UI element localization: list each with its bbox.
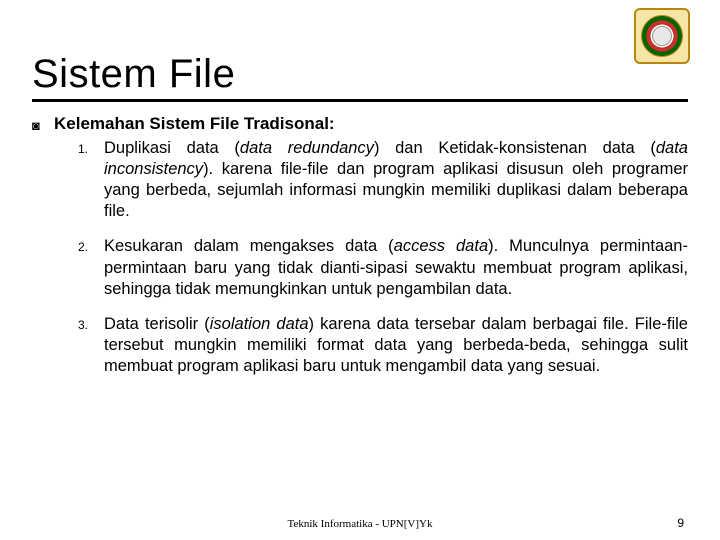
numbered-list: 1. Duplikasi data (data redundancy) dan … <box>32 138 688 377</box>
list-item: 3. Data terisolir (isolation data) karen… <box>78 314 688 377</box>
item-number: 2. <box>78 236 104 299</box>
bullet-icon: ◙ <box>32 118 46 133</box>
item-number: 1. <box>78 138 104 222</box>
item-body: Kesukaran dalam mengakses data (access d… <box>104 236 688 299</box>
section-subtitle: Kelemahan Sistem File Tradisonal: <box>54 114 688 134</box>
footer-text: Teknik Informatika - UPN[V]Yk <box>0 518 720 530</box>
item-body: Duplikasi data (data redundancy) dan Ket… <box>104 138 688 222</box>
item-number: 3. <box>78 314 104 377</box>
list-item: 1. Duplikasi data (data redundancy) dan … <box>78 138 688 222</box>
list-item: 2. Kesukaran dalam mengakses data (acces… <box>78 236 688 299</box>
slide-title: Sistem File <box>32 52 688 97</box>
page-number: 9 <box>677 516 684 530</box>
item-body: Data terisolir (isolation data) karena d… <box>104 314 688 377</box>
content-area: ◙ Kelemahan Sistem File Tradisonal: 1. D… <box>0 102 720 377</box>
title-area: Sistem File <box>0 0 720 97</box>
university-logo <box>634 8 690 64</box>
